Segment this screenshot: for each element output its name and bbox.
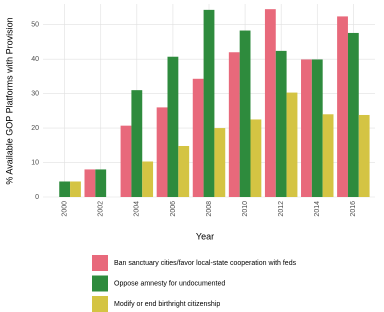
x-tick-label: 2002 (98, 201, 105, 217)
legend-label: Oppose amnesty for undocumented (114, 280, 225, 287)
bar (311, 59, 323, 197)
x-tick-label: 2004 (134, 201, 141, 217)
bar (95, 169, 107, 197)
bar (59, 181, 71, 197)
x-tick-label: 2010 (242, 201, 249, 217)
y-axis-title: % Available GOP Platforms with Provision (4, 17, 14, 184)
x-axis-title: Year (196, 231, 214, 241)
y-tick-label: 10 (31, 159, 39, 166)
bar (192, 78, 204, 197)
bar (203, 9, 215, 197)
y-tick-label: 40 (31, 56, 39, 63)
bar (286, 92, 298, 197)
bar (214, 128, 226, 197)
bar (337, 16, 348, 198)
bar (120, 125, 132, 197)
legend-swatch (92, 296, 108, 312)
bar (301, 59, 312, 197)
x-tick-label: 2012 (278, 201, 285, 217)
x-tick-label: 2006 (170, 201, 177, 217)
bar (70, 181, 81, 197)
bar (358, 114, 370, 197)
legend-label: Modify or end birthright citizenship (114, 301, 220, 308)
bar (275, 50, 287, 197)
bar (156, 107, 168, 197)
x-tick-label: 2008 (206, 201, 213, 217)
bar (131, 90, 143, 197)
y-tick-label: 0 (35, 194, 39, 201)
bar (167, 56, 179, 197)
bar (347, 32, 359, 198)
y-tick-label: 30 (31, 90, 39, 97)
x-tick-label: 2014 (314, 201, 321, 217)
x-tick-label: 2000 (61, 201, 68, 217)
legend-swatch (92, 275, 108, 292)
x-tick-label: 2016 (350, 201, 357, 217)
bar (264, 9, 276, 197)
bar (228, 52, 240, 197)
bar (250, 119, 262, 197)
y-tick-label: 20 (31, 125, 39, 132)
legend-label: Ban sanctuary cities/favor local-state c… (114, 260, 297, 267)
bar (84, 169, 96, 197)
bar (239, 30, 251, 197)
bar (142, 161, 154, 197)
bar (178, 145, 190, 197)
y-tick-label: 50 (31, 22, 39, 29)
bar (322, 114, 334, 197)
legend-swatch (92, 255, 108, 271)
